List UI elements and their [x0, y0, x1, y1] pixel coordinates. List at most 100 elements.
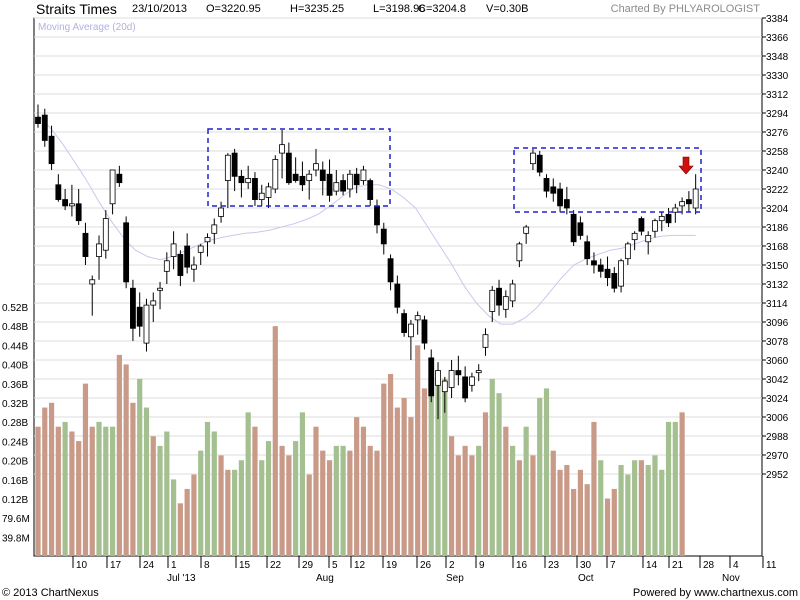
volume-bar	[482, 412, 489, 556]
volume-bar	[252, 426, 258, 556]
candle-body	[109, 169, 116, 205]
volume-bar	[503, 426, 509, 556]
date-tick-label: 10	[76, 560, 88, 571]
price-tick-label: 3186	[766, 223, 789, 234]
volume-bar	[157, 445, 163, 556]
candle-body	[299, 175, 306, 186]
price-tick-label: 3330	[766, 71, 789, 82]
volume-bar	[604, 498, 611, 556]
annotation-box-october	[513, 147, 702, 213]
candle-body	[441, 380, 448, 393]
candle-body	[143, 304, 150, 344]
volume-bar	[510, 445, 516, 556]
volume-bar	[143, 407, 150, 556]
volume-bar	[611, 488, 617, 556]
volume-bar	[360, 426, 367, 556]
candle-body	[82, 232, 89, 257]
candle-body	[326, 173, 333, 196]
copyright-text: © 2013 ChartNexus	[2, 587, 99, 599]
volume-bar	[489, 378, 495, 556]
volume-bar	[130, 402, 136, 556]
volume-bar	[299, 412, 306, 556]
candle-body	[265, 186, 272, 198]
volume-bar	[184, 488, 190, 556]
volume-bar	[123, 364, 129, 556]
volume-bar	[55, 426, 61, 556]
candlesticks	[35, 104, 699, 420]
candle-body	[414, 315, 421, 321]
price-tick-label: 3204	[766, 204, 789, 215]
volume-bar	[408, 417, 414, 556]
candle-body	[448, 370, 455, 388]
volume-tick-label: 79.6M	[2, 514, 30, 525]
price-tick-label: 3078	[766, 337, 789, 348]
candle-body	[652, 220, 658, 232]
volume-bar	[48, 402, 55, 556]
down-arrow-icon	[678, 156, 694, 175]
candle-body	[401, 313, 408, 333]
volume-bar	[218, 455, 224, 556]
date-axis: 10 17 24 1 8 15 22 29 5 12 19 26 2 9 16 23 30 7 14 21 28 4 11J…	[72, 556, 777, 584]
candle-body	[618, 260, 624, 287]
price-tick-label: 2988	[766, 432, 789, 443]
volume-bar	[665, 421, 672, 556]
candle-body	[462, 376, 469, 399]
volume-bar	[496, 393, 502, 556]
volume-bar	[442, 378, 448, 556]
volume-bar	[177, 503, 183, 556]
candle-body	[35, 116, 41, 124]
date-tick-label: 2	[449, 560, 455, 571]
volume-bar	[89, 426, 95, 556]
date-tick-label: 29	[302, 560, 314, 571]
chart-credit: Charted By PHLYAROLOGIST	[610, 3, 760, 15]
candle-body	[123, 222, 130, 283]
candle-body	[116, 173, 123, 184]
candle-body	[394, 283, 401, 308]
volume-tick-label: 0.32B	[2, 399, 28, 410]
candle-body	[292, 173, 299, 181]
powered-by-link[interactable]: Powered by www.chartnexus.com	[632, 587, 798, 599]
candle-body	[407, 323, 414, 338]
date-tick-label: 14	[646, 560, 658, 571]
candle-body	[218, 207, 224, 217]
candle-body	[346, 173, 353, 190]
price-tick-label: 3006	[766, 413, 789, 424]
candle-body	[469, 376, 475, 386]
volume-bar	[354, 417, 360, 556]
candle-body	[482, 334, 489, 348]
price-tick-label: 3258	[766, 147, 789, 158]
volume-bar	[286, 455, 292, 556]
volume-tick-label: 0.24B	[2, 437, 28, 448]
price-tick-label: 2970	[766, 451, 789, 462]
volume-bar	[679, 412, 685, 556]
candle-body	[421, 319, 428, 344]
price-tick-label: 3096	[766, 318, 789, 329]
candle-body	[374, 205, 380, 226]
volume-bar	[171, 479, 177, 556]
price-tick-label: 3384	[766, 14, 789, 25]
quote-low: L=3198.96	[373, 3, 426, 15]
candle-body	[130, 287, 136, 329]
date-tick-label: 15	[239, 560, 251, 571]
candle-body	[157, 287, 163, 291]
volume-bar	[293, 441, 299, 556]
candle-body	[597, 264, 604, 272]
volume-bar	[625, 474, 631, 556]
candle-body	[645, 235, 652, 243]
volume-tick-label: 39.8M	[2, 533, 30, 544]
date-tick-label: 30	[580, 560, 592, 571]
candle-body	[563, 199, 570, 209]
volume-bar	[577, 469, 583, 556]
volume-tick-label: 0.16B	[2, 476, 28, 487]
candle-body	[75, 203, 82, 222]
price-tick-label: 3024	[766, 394, 789, 405]
volume-bar	[564, 465, 570, 556]
candle-body	[570, 213, 577, 243]
candle-body	[530, 152, 536, 165]
price-tick-label: 3240	[766, 166, 789, 177]
volume-bar	[96, 421, 102, 556]
candle-body	[55, 184, 62, 200]
volume-bar	[245, 412, 251, 556]
volume-bar	[645, 465, 651, 556]
price-tick-label: 3114	[766, 299, 788, 310]
